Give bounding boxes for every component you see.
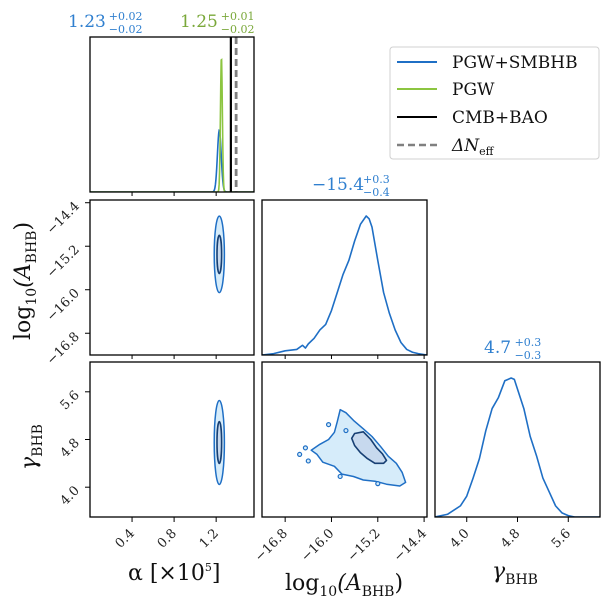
x-tick-label: −14.4 [391, 526, 430, 565]
panel-alpha-marginal [90, 37, 254, 192]
title-median: −15.4 [312, 175, 364, 195]
y-tick-label: −15.2 [44, 242, 83, 281]
title-alpha: 1.23 +0.02 −0.02 1.25 +0.01 −0.02 [68, 10, 255, 36]
x-tick-label: 4.0 [447, 526, 472, 551]
x-tick-label: 1.2 [197, 526, 222, 551]
ylabel-logA: log10(ABHB) [11, 222, 40, 340]
legend-item-cmb-bao: CMB+BAO [397, 108, 548, 128]
title-plus-error: +0.3 [515, 336, 542, 349]
y-tick-label: −16.0 [44, 286, 83, 325]
legend-label: PGW [452, 80, 495, 100]
legend-item-pgw-smbhb: PGW+SMBHB [397, 53, 578, 73]
title-plus-error: +0.02 [109, 10, 143, 23]
title-minus-error: −0.02 [221, 23, 255, 36]
xlabel-gamma: γBHB [492, 559, 538, 588]
x-tick-label: −16.8 [252, 526, 291, 565]
x-tick-label: 0.8 [155, 526, 180, 551]
contour-island [337, 473, 343, 480]
panel-alpha-logA [213, 215, 226, 294]
legend-box [389, 46, 600, 160]
legend-item-delta-neff: ΔNeff [397, 136, 495, 158]
legend-label: PGW+SMBHB [452, 53, 578, 73]
title-plus-error: +0.3 [363, 173, 390, 186]
contour-logA-gamma-1sigma [350, 431, 388, 465]
contour-island [302, 445, 309, 451]
legend-label: ΔNeff [451, 136, 495, 158]
marginal-gamma-pgw-smbhb [435, 377, 600, 517]
title-minus-error: −0.02 [109, 23, 143, 36]
contour-island [343, 427, 349, 434]
xlabel-alpha: α [×105] [128, 561, 220, 586]
panel-frame-00 [89, 36, 255, 193]
y-tick-label: 5.6 [58, 388, 83, 413]
panel-gamma-marginal [435, 377, 600, 517]
contour-island [375, 481, 381, 487]
contour-island [305, 458, 311, 464]
x-tick-label: 0.4 [113, 526, 138, 551]
x-tick-label: 4.8 [498, 526, 523, 551]
y-tick-label: −14.4 [44, 199, 83, 238]
panel-alpha-gamma [213, 399, 226, 486]
x-tick-label: −15.2 [345, 526, 384, 565]
title-median: 1.23 [68, 12, 106, 32]
panel-logA-marginal [262, 215, 427, 355]
title-plus-error: +0.01 [221, 10, 255, 23]
legend-item-pgw: PGW [397, 80, 495, 100]
y-tick-label: 4.8 [58, 436, 83, 461]
panel-logA-gamma [297, 408, 407, 487]
legend-label: CMB+BAO [452, 108, 548, 128]
contour-alpha-gamma-1sigma [216, 420, 223, 465]
x-tick-label: −16.0 [299, 526, 338, 565]
x-tick-label: 5.6 [549, 526, 574, 551]
contour-island [325, 421, 332, 428]
title-alpha-pgw: 1.25 +0.01 −0.02 [180, 10, 255, 36]
title-minus-error: −0.3 [515, 349, 542, 362]
y-tick-label: −16.8 [44, 329, 83, 368]
legend: PGW+SMBHB PGW CMB+BAO ΔNeff [389, 46, 600, 160]
panel-frame-11 [261, 199, 428, 356]
panel-frame-10 [89, 199, 255, 356]
ylabel-gamma: γBHB [17, 424, 46, 470]
panel-frame-22 [434, 361, 601, 518]
y-tick-label: 4.0 [58, 483, 83, 508]
marginal-alpha-pgw-smbhb [90, 128, 254, 192]
marginal-logA-pgw-smbhb [262, 215, 427, 355]
panel-frame-21 [261, 361, 428, 518]
panel-frame-20 [89, 361, 255, 518]
title-median: 1.25 [180, 12, 218, 32]
title-logA: −15.4+0.3 −0.4 [312, 173, 390, 199]
title-median: 4.7 [484, 338, 511, 358]
marginal-alpha-pgw [90, 58, 254, 192]
contour-alpha-logA-1sigma [216, 234, 223, 275]
ticks-layer: 0.4 0.8 1.2 −16.8 −16.0 −15.2 −14.4 4.0 4.8 5.6−1… [44, 192, 574, 565]
title-gamma: 4.7 +0.3 −0.3 [484, 336, 541, 362]
title-alpha-pgw-smbhb: 1.23 +0.02 −0.02 [68, 10, 143, 36]
title-minus-error: −0.4 [363, 186, 390, 199]
xlabel-logA: log10(ABHB) [285, 571, 403, 600]
contour-island [297, 451, 303, 458]
